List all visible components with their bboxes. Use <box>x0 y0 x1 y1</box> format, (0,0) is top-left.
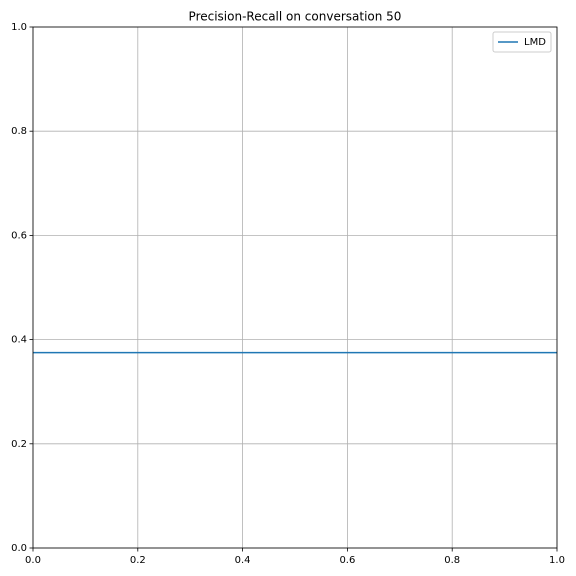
y-tick-label: 0.4 <box>11 335 27 346</box>
x-tick-label: 1.0 <box>549 555 565 566</box>
x-tick-label: 0.2 <box>130 555 146 566</box>
plot-frame <box>32 26 558 549</box>
y-tick-label: 0.0 <box>11 543 27 554</box>
x-tick-label: 0.0 <box>25 555 41 566</box>
x-tick-label: 0.6 <box>339 555 355 566</box>
legend-box <box>492 31 552 53</box>
y-tick-label: 0.2 <box>11 439 27 450</box>
y-tick-label: 0.6 <box>11 230 27 241</box>
chart-title: Precision-Recall on conversation 50 <box>189 10 402 24</box>
x-tick-label: 0.4 <box>235 555 251 566</box>
y-tick-label: 1.0 <box>11 22 27 33</box>
x-tick-label: 0.8 <box>444 555 460 566</box>
y-tick-label: 0.8 <box>11 126 27 137</box>
legend-label: LMD <box>524 37 546 48</box>
